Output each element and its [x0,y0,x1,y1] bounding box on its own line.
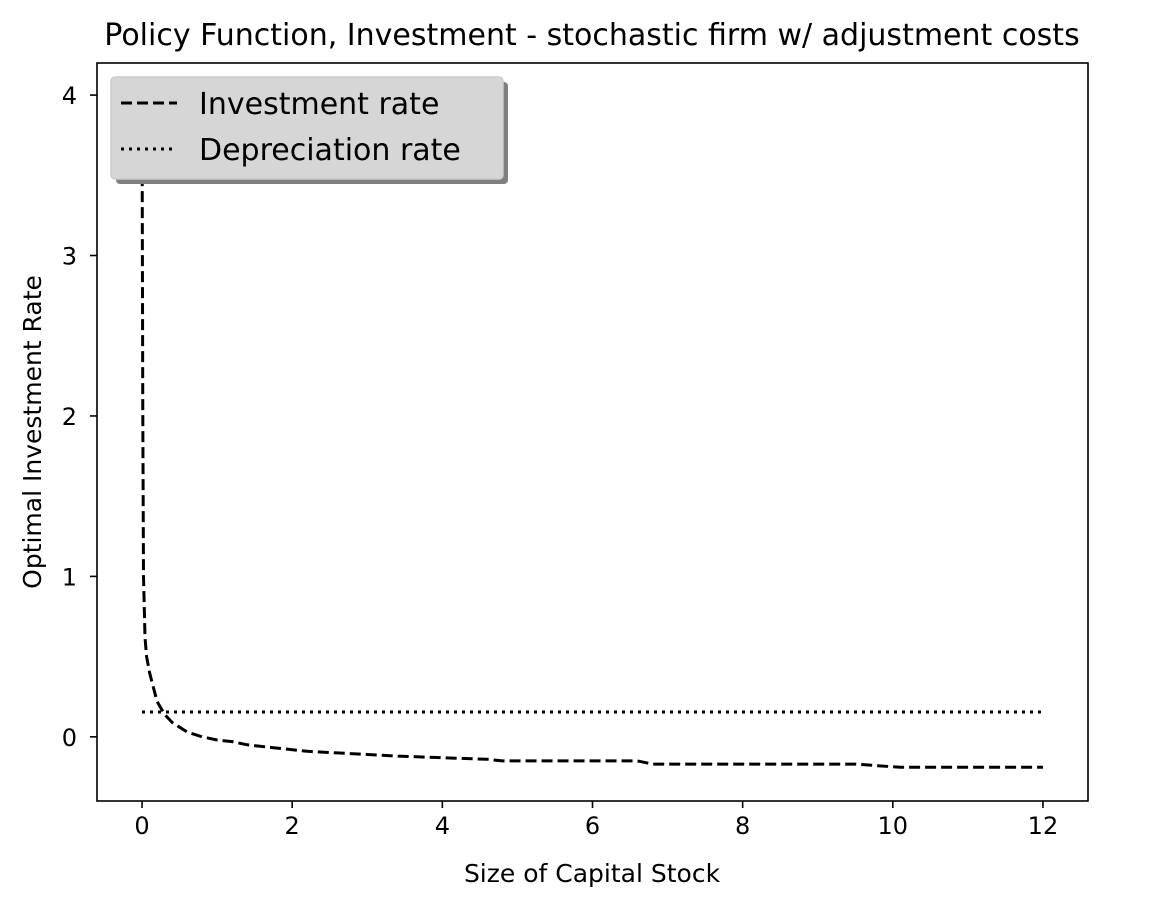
legend-box [110,76,504,180]
series-line-investment-rate [140,95,1043,769]
y-tick-label: 0 [62,724,77,752]
y-tick-label: 3 [62,243,77,271]
y-tick-label: 4 [62,82,77,110]
x-tick-label: 2 [285,812,300,840]
y-tick-label: 2 [62,403,77,431]
x-tick-label: 0 [134,812,149,840]
x-axis-ticks: 0 2 4 6 8 10 12 [134,801,1058,840]
legend-label-depreciation-rate: Depreciation rate [199,133,461,168]
series-layer [140,95,1043,769]
y-axis-ticks: 0 1 2 3 4 [62,82,97,752]
x-tick-label: 8 [735,812,750,840]
y-tick-label: 1 [62,563,77,591]
legend-label-investment-rate: Investment rate [199,87,439,122]
chart-title: Policy Function, Investment - stochastic… [104,18,1079,53]
x-tick-label: 12 [1028,812,1059,840]
legend: Investment rate Depreciation rate [110,76,508,184]
x-tick-label: 6 [585,812,600,840]
y-axis-label: Optimal Investment Rate [18,275,47,589]
x-axis-label: Size of Capital Stock [464,859,721,888]
x-tick-label: 10 [878,812,909,840]
x-tick-label: 4 [435,812,450,840]
